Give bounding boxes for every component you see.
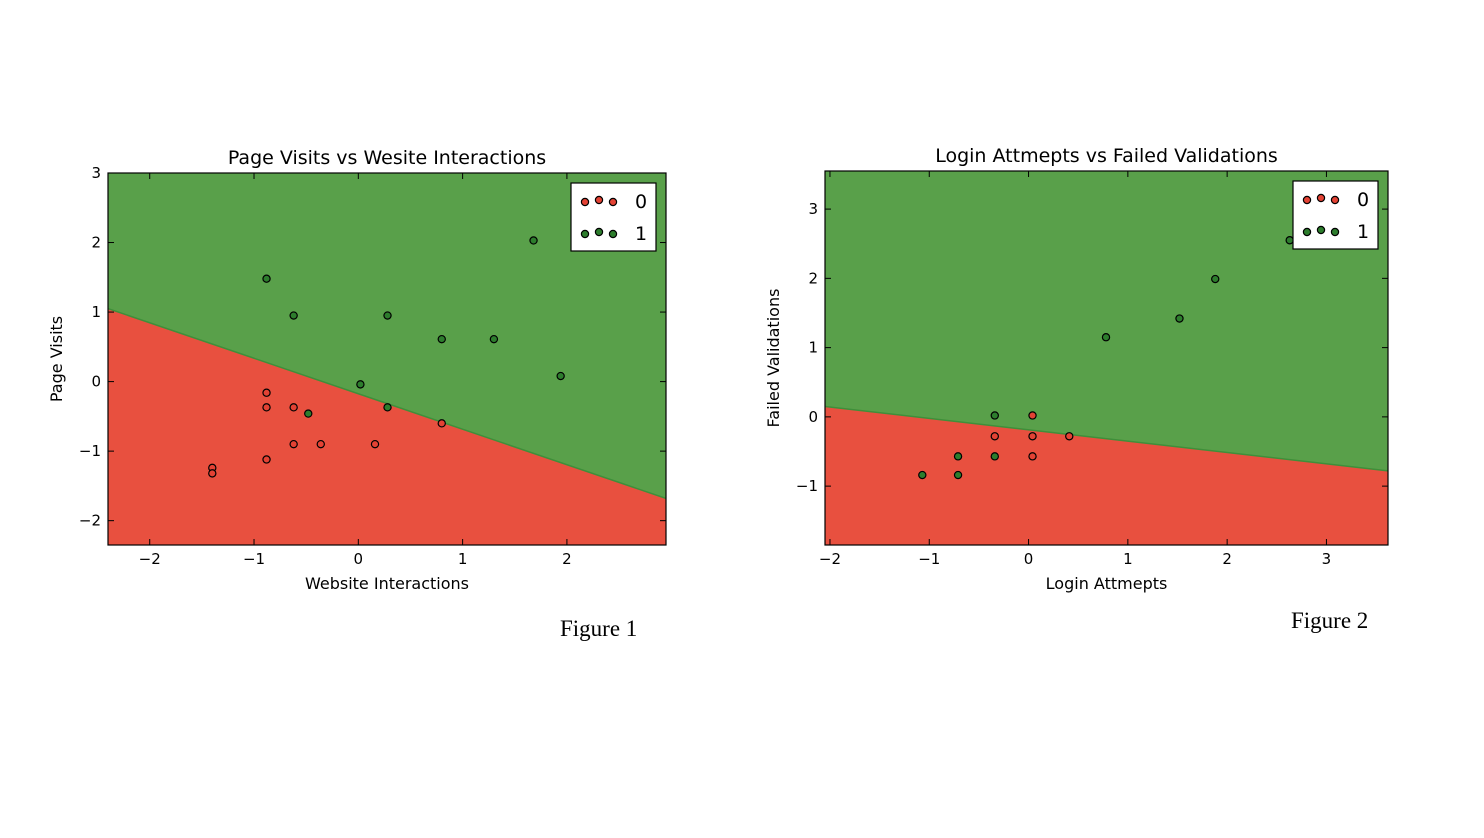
y-tick-label: 2 (91, 234, 101, 252)
data-point-class-0 (289, 403, 298, 412)
y-axis-label: Failed Validations (764, 289, 783, 428)
data-point-class-1 (289, 311, 298, 320)
data-point-class-1 (953, 470, 963, 480)
data-point-class-0 (1028, 452, 1037, 461)
data-point-class-1 (556, 371, 565, 381)
y-tick-label: 0 (91, 373, 101, 391)
y-tick-label: 1 (91, 303, 101, 321)
x-tick-label: −2 (819, 550, 841, 568)
data-point-class-0 (1065, 432, 1074, 441)
data-point-class-0 (262, 403, 271, 412)
data-point-class-0 (262, 455, 271, 464)
x-tick-label: 0 (1024, 550, 1034, 568)
x-axis-label: Login Attmepts (1046, 574, 1168, 593)
class-0-region (108, 308, 666, 545)
data-point-class-1 (489, 334, 499, 344)
data-point-class-0 (316, 439, 325, 449)
legend: 01 (570, 182, 657, 252)
data-point-class-1 (918, 470, 927, 480)
y-tick-label: 3 (91, 164, 101, 182)
data-point-class-1 (990, 452, 999, 461)
data-point-class-0 (437, 419, 446, 428)
y-tick-label: −2 (79, 512, 101, 530)
x-tick-label: 2 (562, 550, 572, 568)
data-point-class-0 (262, 388, 271, 397)
plot-frame (824, 170, 1389, 546)
data-point-class-1 (1101, 333, 1111, 342)
data-point-class-0 (208, 469, 217, 478)
data-point-class-0 (370, 439, 380, 449)
y-axis-label: Page Visits (47, 316, 66, 402)
data-point-class-1 (1175, 314, 1184, 323)
data-point-class-1 (356, 380, 365, 389)
y-tick-label: 0 (808, 408, 818, 426)
data-point-class-0 (990, 432, 999, 441)
x-tick-label: 3 (1322, 550, 1332, 568)
x-tick-label: −1 (243, 550, 265, 568)
x-tick-label: 1 (458, 550, 468, 568)
x-tick-label: −1 (918, 550, 940, 568)
decision-boundary (825, 405, 1388, 472)
x-tick-label: 1 (1123, 550, 1133, 568)
class-1-region (825, 171, 1388, 471)
y-tick-label: 2 (808, 269, 818, 287)
data-point-class-0 (1028, 432, 1037, 441)
legend-marker-1 (594, 227, 604, 237)
data-point-class-1 (383, 311, 392, 320)
legend-marker-1 (608, 229, 618, 239)
legend-marker-0 (608, 197, 618, 207)
figure-1-caption: Figure 1 (560, 616, 638, 641)
legend-label-0: 0 (1357, 189, 1369, 211)
data-point-class-0 (289, 439, 298, 449)
data-point-class-1 (262, 274, 271, 283)
legend-marker-0 (1330, 195, 1340, 205)
data-point-class-1 (437, 334, 446, 344)
chart-title: Page Visits vs Wesite Interactions (228, 147, 546, 169)
data-point-class-1 (529, 236, 538, 245)
legend: 01 (1292, 180, 1379, 250)
data-point-class-1 (990, 411, 999, 420)
legend-label-1: 1 (1357, 221, 1369, 243)
data-point-class-1 (383, 403, 392, 412)
data-point-class-1 (953, 452, 963, 461)
legend-marker-0 (594, 195, 604, 205)
figure-2-caption: Figure 2 (1291, 608, 1369, 633)
data-point-class-1 (304, 409, 313, 418)
plot-frame (107, 172, 667, 546)
x-tick-label: 2 (1222, 550, 1232, 568)
y-tick-label: 3 (808, 200, 818, 218)
legend-box (570, 182, 657, 252)
chart-title: Login Attmepts vs Failed Validations (935, 145, 1278, 167)
legend-label-1: 1 (635, 223, 647, 245)
legend-marker-0 (580, 197, 590, 207)
data-point-class-1 (1211, 274, 1220, 284)
legend-label-0: 0 (635, 191, 647, 213)
y-tick-label: 1 (808, 339, 818, 357)
class-1-region (108, 173, 666, 499)
x-tick-label: 0 (354, 550, 364, 568)
x-tick-label: −2 (139, 550, 161, 568)
legend-marker-0 (1302, 195, 1312, 205)
y-tick-label: −1 (79, 442, 101, 460)
data-point-class-1 (1285, 236, 1294, 245)
legend-marker-0 (1316, 193, 1326, 203)
class-0-region (825, 406, 1388, 545)
legend-marker-1 (1302, 227, 1312, 237)
y-tick-label: −1 (796, 477, 818, 495)
legend-box (1292, 180, 1379, 250)
x-axis-label: Website Interactions (305, 574, 469, 593)
legend-marker-1 (1316, 225, 1326, 235)
legend-marker-1 (1330, 227, 1340, 237)
data-point-class-0 (1028, 411, 1037, 420)
legend-marker-1 (580, 229, 590, 239)
